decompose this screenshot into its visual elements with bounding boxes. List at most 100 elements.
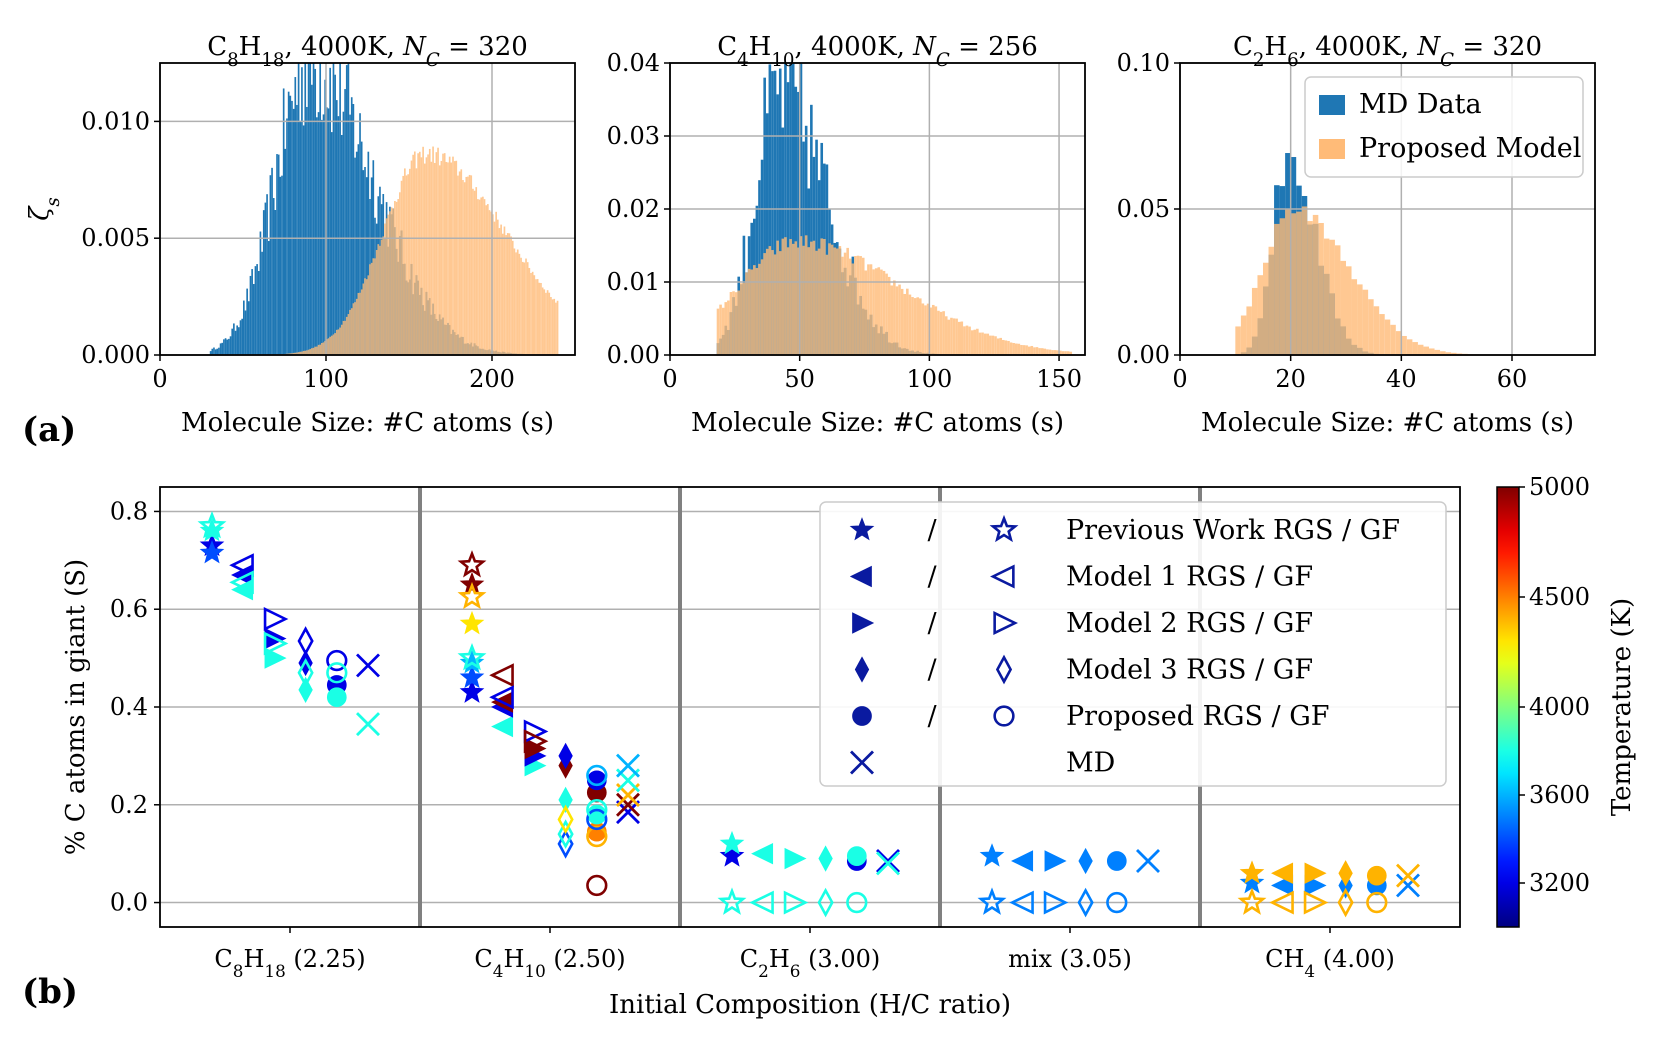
title-text: ,	[1299, 32, 1316, 62]
marker-diamond	[854, 656, 870, 683]
histogram-bar	[937, 310, 940, 355]
marker-star	[457, 642, 487, 671]
histogram-bar	[1046, 349, 1049, 355]
histogram-bar	[294, 77, 297, 355]
histogram-bar	[1406, 339, 1413, 355]
y-tick-label: 0.01	[607, 268, 660, 296]
histogram-bar	[880, 269, 883, 355]
histogram-bar	[492, 214, 494, 355]
histogram-bar	[778, 68, 782, 355]
histogram-bar	[335, 100, 338, 355]
histogram-bar	[460, 169, 463, 355]
marker-tri-right	[523, 729, 549, 754]
histogram-bar	[427, 154, 429, 355]
histogram-bar	[812, 240, 816, 355]
histogram-bar	[329, 67, 331, 355]
histogram-bar	[760, 159, 764, 355]
histogram-bar	[919, 298, 922, 355]
histogram-bar	[511, 240, 514, 355]
histogram-bar	[468, 174, 471, 355]
histogram-bar	[763, 77, 766, 355]
tick-element: H	[1283, 945, 1304, 973]
marker-x-stroke	[876, 851, 900, 876]
histogram-bar	[817, 248, 821, 355]
histogram-bar	[495, 211, 497, 355]
legend-label: Proposed RGS / GF	[1066, 701, 1330, 732]
histogram-bar	[437, 147, 439, 355]
marker-x-stroke	[616, 800, 640, 825]
histogram-bar	[765, 113, 769, 355]
marker-circle	[852, 706, 872, 726]
histogram-bar	[1064, 351, 1067, 355]
marker-x	[616, 753, 640, 778]
y-tick-label: 0.010	[81, 107, 150, 135]
x-tick-label: mix (3.05)	[1008, 945, 1132, 973]
histogram-bar	[395, 201, 398, 355]
marker-tri-right	[1044, 850, 1067, 872]
histogram-bar	[423, 163, 426, 355]
histogram-bar	[1059, 350, 1062, 355]
histogram-bar	[413, 151, 416, 355]
histogram-bar	[528, 267, 531, 355]
histogram-bar	[339, 327, 341, 355]
histogram-bar	[349, 114, 351, 355]
histogram-bar	[345, 65, 348, 355]
histogram-bar	[244, 310, 247, 355]
histogram-bar	[950, 317, 953, 355]
histogram-bar	[448, 156, 451, 355]
histogram-bar	[1301, 206, 1308, 355]
histogram-bar	[269, 175, 272, 355]
histogram-bar	[477, 199, 479, 355]
histogram-bar	[957, 321, 961, 355]
histogram-bar	[908, 294, 912, 355]
marker-star	[457, 550, 487, 578]
x-tick-label: C4H10 (2.50)	[474, 945, 625, 981]
histogram-bar	[1434, 349, 1441, 355]
bars	[209, 63, 559, 355]
legend-label: Model 2 RGS / GF	[1066, 608, 1313, 639]
histogram-bar	[784, 237, 787, 355]
chart-title: C8H18, 4000K, NC = 320	[207, 32, 528, 71]
histogram-bar	[213, 347, 215, 355]
histogram-bar	[721, 307, 725, 355]
histogram-bar	[802, 245, 805, 355]
histogram-bar	[810, 241, 813, 355]
histogram-bar	[1246, 306, 1252, 355]
histogram-bar	[223, 339, 225, 355]
title-subscript: 10	[771, 50, 794, 71]
histogram-bar	[251, 269, 253, 355]
histogram-bar	[794, 241, 798, 355]
y-tick-label: 0.000	[81, 341, 150, 369]
histogram-bar	[233, 323, 235, 355]
marker-tri-left	[1011, 850, 1034, 872]
y-label-symbol: ζ	[25, 205, 55, 221]
histogram-bar	[392, 208, 395, 355]
histogram-bar	[229, 336, 232, 355]
marker-circle	[846, 891, 868, 914]
marker-circle	[1106, 891, 1128, 914]
histogram-bar	[1423, 346, 1429, 355]
panel-label-b: (b)	[22, 972, 78, 1012]
histogram-bar	[264, 202, 267, 355]
histogram-bar	[369, 264, 371, 355]
histogram-bar	[362, 170, 365, 355]
histogram-bar	[467, 176, 469, 355]
histogram-bar	[976, 328, 979, 355]
marker-circle	[1366, 891, 1388, 914]
histogram-bar	[462, 180, 464, 355]
histogram-bar	[332, 334, 335, 355]
histogram-bar	[316, 346, 318, 355]
histogram-bar	[372, 258, 375, 355]
histogram-bar	[299, 351, 302, 355]
histogram-bar	[510, 236, 512, 355]
histogram-bar	[306, 106, 308, 355]
histogram-bar	[330, 132, 333, 355]
marker-tri-left	[229, 570, 254, 595]
histogram-bar	[947, 319, 951, 355]
histogram-bar	[828, 243, 831, 355]
histogram-bar	[550, 296, 552, 355]
histogram-bar	[498, 228, 501, 355]
histogram-bar	[856, 255, 860, 355]
histogram-bar	[472, 188, 474, 355]
